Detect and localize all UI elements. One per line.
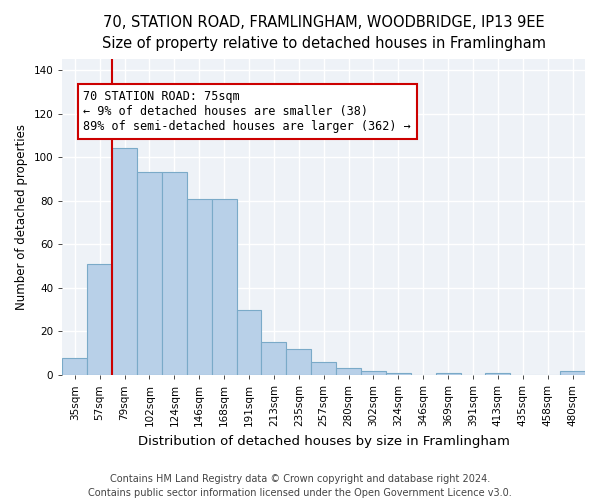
Bar — [236, 310, 262, 375]
Bar — [286, 349, 311, 375]
Bar — [386, 373, 411, 375]
Bar — [336, 368, 361, 375]
Bar — [62, 358, 87, 375]
X-axis label: Distribution of detached houses by size in Framlingham: Distribution of detached houses by size … — [138, 434, 509, 448]
Title: 70, STATION ROAD, FRAMLINGHAM, WOODBRIDGE, IP13 9EE
Size of property relative to: 70, STATION ROAD, FRAMLINGHAM, WOODBRIDG… — [101, 15, 545, 51]
Bar — [112, 148, 137, 375]
Bar — [361, 370, 386, 375]
Bar — [137, 172, 162, 375]
Bar — [262, 342, 286, 375]
Text: 70 STATION ROAD: 75sqm
← 9% of detached houses are smaller (38)
89% of semi-deta: 70 STATION ROAD: 75sqm ← 9% of detached … — [83, 90, 411, 132]
Bar — [485, 373, 511, 375]
Bar — [560, 370, 585, 375]
Bar — [87, 264, 112, 375]
Bar — [436, 373, 461, 375]
Text: Contains HM Land Registry data © Crown copyright and database right 2024.
Contai: Contains HM Land Registry data © Crown c… — [88, 474, 512, 498]
Bar — [311, 362, 336, 375]
Bar — [187, 198, 212, 375]
Bar — [162, 172, 187, 375]
Y-axis label: Number of detached properties: Number of detached properties — [15, 124, 28, 310]
Bar — [212, 198, 236, 375]
